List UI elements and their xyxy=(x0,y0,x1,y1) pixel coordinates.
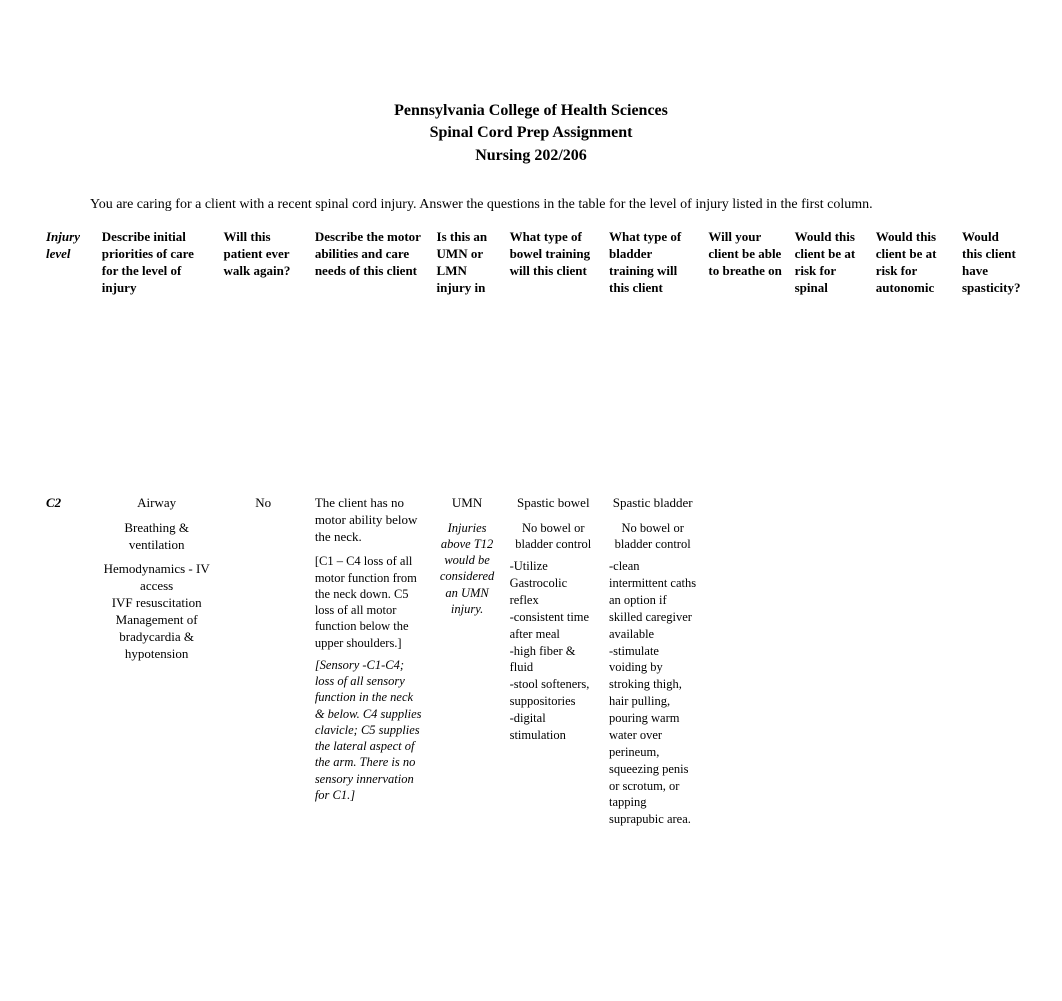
col-header-bladder: What type of bladder training will this … xyxy=(603,225,702,301)
bowel-i3: -high fiber & fluid xyxy=(510,643,597,677)
priority-hemodynamics: Hemodynamics - IV access xyxy=(102,561,212,595)
priority-airway: Airway xyxy=(102,495,212,512)
table-row-c2: C2 Airway Breathing & ventilation Hemody… xyxy=(40,491,1022,832)
bowel-i2: -consistent time after meal xyxy=(510,609,597,643)
assignment-table-container: Injury level Describe initial priorities… xyxy=(40,225,1022,832)
umn-note: Injuries above T12 would be considered a… xyxy=(437,520,498,618)
cell-spasticity xyxy=(956,491,1022,832)
cell-walk: No xyxy=(218,491,309,832)
cell-injury-level: C2 xyxy=(40,491,96,832)
cell-bowel: Spastic bowel No bowel or bladder contro… xyxy=(504,491,603,832)
col-header-injury: Injury level xyxy=(40,225,96,301)
header-assignment: Spinal Cord Prep Assignment xyxy=(40,122,1022,144)
col-header-umn: Is this an UMN or LMN injury in xyxy=(431,225,504,301)
bowel-i5: -digital stimulation xyxy=(510,710,597,744)
assignment-table: Injury level Describe initial priorities… xyxy=(40,225,1022,832)
bladder-i2: -stimulate voiding by stroking thigh, ha… xyxy=(609,643,696,829)
col-header-spasticity: Would this client have spasticity? xyxy=(956,225,1022,301)
col-header-motor: Describe the motor abilities and care ne… xyxy=(309,225,431,301)
injury-level-value: C2 xyxy=(46,495,61,510)
col-header-walk: Will this patient ever walk again? xyxy=(218,225,309,301)
col-header-bowel: What type of bowel training will this cl… xyxy=(504,225,603,301)
col-header-spinal: Would this client be at risk for spinal xyxy=(789,225,870,301)
bladder-control: No bowel or bladder control xyxy=(609,520,696,553)
cell-autonomic xyxy=(870,491,956,832)
walk-value: No xyxy=(255,495,271,510)
intro-text: You are caring for a client with a recen… xyxy=(40,197,1022,213)
cell-umn: UMN Injuries above T12 would be consider… xyxy=(431,491,504,832)
spacer-row xyxy=(40,301,1022,491)
col-header-priorities: Describe initial priorities of care for … xyxy=(96,225,218,301)
bowel-i1: -Utilize Gastrocolic reflex xyxy=(510,558,597,609)
cell-breathe xyxy=(702,491,788,832)
priority-ivf: IVF resuscitation xyxy=(102,595,212,612)
table-header-row: Injury level Describe initial priorities… xyxy=(40,225,1022,301)
bladder-i1: -clean intermittent caths an option if s… xyxy=(609,558,696,642)
cell-priorities: Airway Breathing & ventilation Hemodynam… xyxy=(96,491,218,832)
bowel-i4: -stool softeners, suppositories xyxy=(510,676,597,710)
header-institution: Pennsylvania College of Health Sciences xyxy=(40,100,1022,122)
document-header: Pennsylvania College of Health Sciences … xyxy=(40,100,1022,167)
umn-value: UMN xyxy=(437,495,498,512)
bladder-type: Spastic bladder xyxy=(609,495,696,512)
cell-bladder: Spastic bladder No bowel or bladder cont… xyxy=(603,491,702,832)
bowel-control: No bowel or bladder control xyxy=(510,520,597,553)
col-header-breathe: Will your client be able to breathe on xyxy=(702,225,788,301)
col-header-autonomic: Would this client be at risk for autonom… xyxy=(870,225,956,301)
priority-bradycardia: Management of bradycardia & hypotension xyxy=(102,612,212,663)
cell-motor: The client has no motor ability below th… xyxy=(309,491,431,832)
bowel-type: Spastic bowel xyxy=(510,495,597,512)
header-course: Nursing 202/206 xyxy=(40,145,1022,167)
motor-p3: [Sensory -C1-C4; loss of all sensory fun… xyxy=(315,657,425,803)
motor-p2: [C1 – C4 loss of all motor function from… xyxy=(315,553,425,651)
motor-p1: The client has no motor ability below th… xyxy=(315,495,425,546)
priority-breathing: Breathing & ventilation xyxy=(102,520,212,554)
cell-spinal xyxy=(789,491,870,832)
